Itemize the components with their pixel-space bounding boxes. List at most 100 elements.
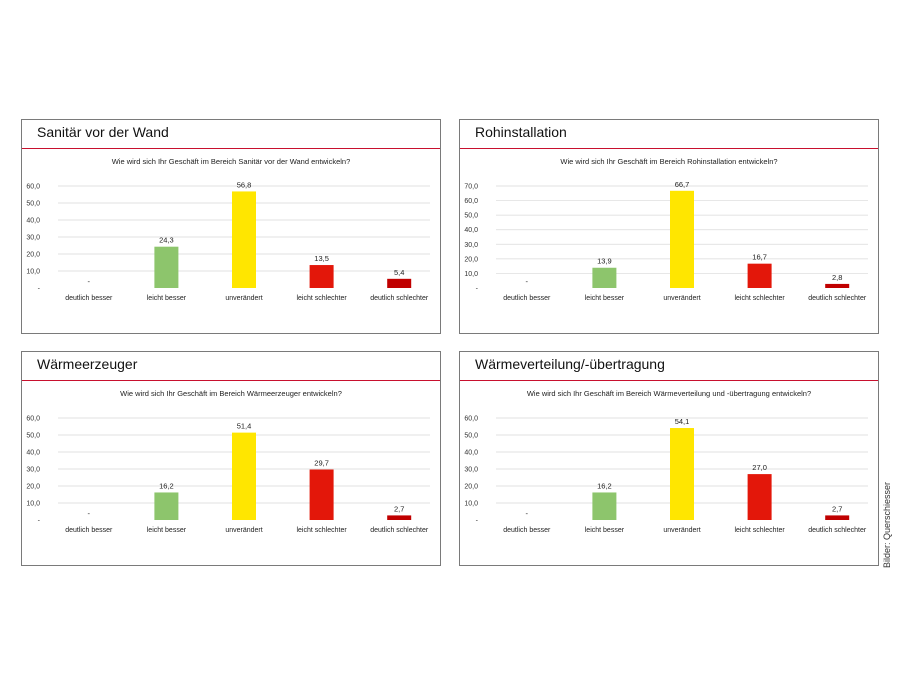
y-tick-label: 50,0 <box>26 433 40 440</box>
bar <box>592 492 617 520</box>
bar <box>232 432 256 520</box>
data-label: 2,8 <box>832 273 842 282</box>
data-label: 56,8 <box>237 180 252 189</box>
data-label: 13,5 <box>314 254 329 263</box>
bar <box>747 263 772 288</box>
photo-credit: Bilder: Querschiesser <box>882 481 892 568</box>
data-label: 16,7 <box>752 253 767 262</box>
x-tick-label: deutlich besser <box>503 295 551 302</box>
x-tick-label: unverändert <box>663 527 700 534</box>
x-tick-label: leicht schlechter <box>296 527 347 534</box>
bar <box>387 515 412 520</box>
y-tick-label: 40,0 <box>464 450 478 457</box>
x-tick-label: unverändert <box>225 295 262 302</box>
y-tick-label: 30,0 <box>464 242 478 249</box>
bar-chart: Wie wird sich Ihr Geschäft im Bereich Sa… <box>26 157 430 302</box>
x-tick-label: deutlich schlechter <box>370 527 429 534</box>
y-tick-label: - <box>476 518 479 525</box>
data-label: - <box>88 277 91 286</box>
x-tick-label: deutlich besser <box>503 527 551 534</box>
data-label: 2,7 <box>832 504 842 513</box>
y-tick-label: 60,0 <box>464 416 478 423</box>
data-label: - <box>526 277 529 286</box>
bar-chart: Wie wird sich Ihr Geschäft im Bereich Wä… <box>464 389 868 534</box>
y-tick-label: 10,0 <box>464 271 478 278</box>
data-label: 24,3 <box>159 236 174 245</box>
x-tick-label: leicht besser <box>147 527 187 534</box>
x-tick-label: leicht besser <box>147 295 187 302</box>
y-tick-label: 10,0 <box>464 501 478 508</box>
x-tick-label: leicht schlechter <box>734 295 785 302</box>
y-tick-label: 20,0 <box>464 256 478 263</box>
x-tick-label: leicht besser <box>585 527 625 534</box>
panel-title: Wärmeerzeuger <box>37 356 138 372</box>
data-label: 54,1 <box>675 417 690 426</box>
y-tick-label: 60,0 <box>464 198 478 205</box>
bar <box>747 474 772 520</box>
x-tick-label: leicht schlechter <box>296 295 347 302</box>
x-tick-label: leicht besser <box>585 295 625 302</box>
panel-header: Sanitär vor der Wand <box>22 120 440 149</box>
bar <box>309 469 334 520</box>
bar <box>154 246 179 288</box>
bar-chart: Wie wird sich Ihr Geschäft im Bereich Ro… <box>464 157 868 302</box>
x-tick-label: leicht schlechter <box>734 527 785 534</box>
data-label: 13,9 <box>597 257 612 266</box>
data-label: 27,0 <box>752 463 767 472</box>
data-label: 51,4 <box>237 422 252 431</box>
chart-question: Wie wird sich Ihr Geschäft im Bereich Ro… <box>560 157 777 166</box>
data-label: 29,7 <box>314 459 329 468</box>
y-tick-label: 30,0 <box>26 235 40 242</box>
x-tick-label: deutlich besser <box>65 295 113 302</box>
data-label: 66,7 <box>675 180 690 189</box>
y-tick-label: 20,0 <box>26 252 40 259</box>
x-tick-label: deutlich schlechter <box>370 295 429 302</box>
x-tick-label: unverändert <box>663 295 700 302</box>
panel-title: Wärmeverteilung/-übertragung <box>475 356 665 372</box>
bar <box>309 265 334 288</box>
bar <box>670 190 694 288</box>
y-tick-label: 10,0 <box>26 269 40 276</box>
data-label: - <box>88 509 91 518</box>
chart-panel-waermeerzeuger: Wärmeerzeuger Wie wird sich Ihr Geschäft… <box>21 351 441 566</box>
data-label: 5,4 <box>394 268 404 277</box>
y-tick-label: 70,0 <box>464 184 478 191</box>
bar <box>825 515 850 520</box>
panel-header: Wärmeverteilung/-übertragung <box>460 352 878 381</box>
bar <box>387 278 412 288</box>
y-tick-label: 50,0 <box>464 433 478 440</box>
x-tick-label: unverändert <box>225 527 262 534</box>
y-tick-label: 60,0 <box>26 184 40 191</box>
chart-panel-rohinstallation: Rohinstallation Wie wird sich Ihr Geschä… <box>459 119 879 334</box>
y-tick-label: 40,0 <box>464 227 478 234</box>
data-label: 16,2 <box>597 481 612 490</box>
y-tick-label: 50,0 <box>464 213 478 220</box>
y-tick-label: 20,0 <box>464 484 478 491</box>
chart-question: Wie wird sich Ihr Geschäft im Bereich Wä… <box>527 389 811 398</box>
y-tick-label: 40,0 <box>26 218 40 225</box>
y-tick-label: 10,0 <box>26 501 40 508</box>
y-tick-label: 40,0 <box>26 450 40 457</box>
chart-panel-sanitaer: Sanitär vor der Wand Wie wird sich Ihr G… <box>21 119 441 334</box>
panel-title: Rohinstallation <box>475 124 567 140</box>
bar <box>154 492 179 520</box>
y-tick-label: - <box>476 286 479 293</box>
bar <box>232 191 256 288</box>
y-tick-label: 20,0 <box>26 484 40 491</box>
chart-question: Wie wird sich Ihr Geschäft im Bereich Wä… <box>120 389 342 398</box>
panel-header: Rohinstallation <box>460 120 878 149</box>
bar <box>825 283 850 288</box>
panel-title: Sanitär vor der Wand <box>37 124 169 140</box>
x-tick-label: deutlich schlechter <box>808 295 867 302</box>
panel-header: Wärmeerzeuger <box>22 352 440 381</box>
y-tick-label: 60,0 <box>26 416 40 423</box>
x-tick-label: deutlich besser <box>65 527 113 534</box>
chart-question: Wie wird sich Ihr Geschäft im Bereich Sa… <box>112 157 351 166</box>
data-label: - <box>526 509 529 518</box>
bar-chart: Wie wird sich Ihr Geschäft im Bereich Wä… <box>26 389 430 534</box>
bar <box>670 428 694 520</box>
y-tick-label: 30,0 <box>464 467 478 474</box>
y-tick-label: - <box>38 518 41 525</box>
bar <box>592 267 617 288</box>
y-tick-label: 30,0 <box>26 467 40 474</box>
